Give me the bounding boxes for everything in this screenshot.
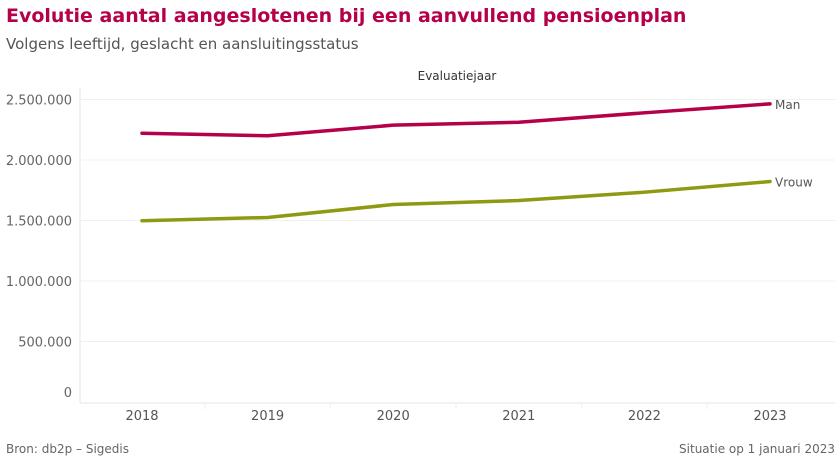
chart-title: Evolutie aantal aangeslotenen bij een aa…: [6, 5, 687, 27]
y-tick-label: 2.000.000: [6, 154, 72, 169]
data-point-vrouw: [768, 180, 772, 184]
x-tick-label: 2021: [502, 409, 535, 424]
y-tick-label: 1.000.000: [6, 275, 72, 290]
data-point-man: [391, 123, 395, 127]
chart-subtitle: Volgens leeftijd, geslacht en aansluitin…: [6, 35, 359, 53]
source-note: Bron: db2p – Sigedis: [6, 442, 129, 456]
series-line-man: [140, 102, 772, 138]
data-point-vrouw: [266, 215, 270, 219]
x-axis-title: Evaluatiejaar: [418, 69, 497, 83]
x-tick-label: 2020: [377, 409, 410, 424]
x-tick-label: 2018: [125, 409, 158, 424]
data-point-man: [266, 134, 270, 138]
data-point-man: [140, 131, 144, 135]
series-label-vrouw: Vrouw: [775, 176, 813, 190]
x-tick-label: 2023: [753, 409, 786, 424]
series-label-man: Man: [775, 98, 800, 112]
data-point-man: [642, 111, 646, 115]
data-point-vrouw: [391, 203, 395, 207]
y-tick-label: 2.500.000: [6, 94, 72, 109]
y-tick-label: 500.000: [18, 336, 72, 351]
y-tick-label: 1.500.000: [6, 215, 72, 230]
data-point-man: [768, 102, 772, 106]
x-tick-label: 2019: [251, 409, 284, 424]
date-note: Situatie op 1 januari 2023: [679, 442, 835, 456]
data-point-vrouw: [642, 190, 646, 194]
data-point-vrouw: [140, 219, 144, 223]
x-tick-label: 2022: [628, 409, 661, 424]
y-tick-label: 0: [64, 386, 72, 401]
data-point-vrouw: [517, 199, 521, 203]
data-point-man: [517, 120, 521, 124]
series-line-vrouw: [140, 179, 772, 223]
